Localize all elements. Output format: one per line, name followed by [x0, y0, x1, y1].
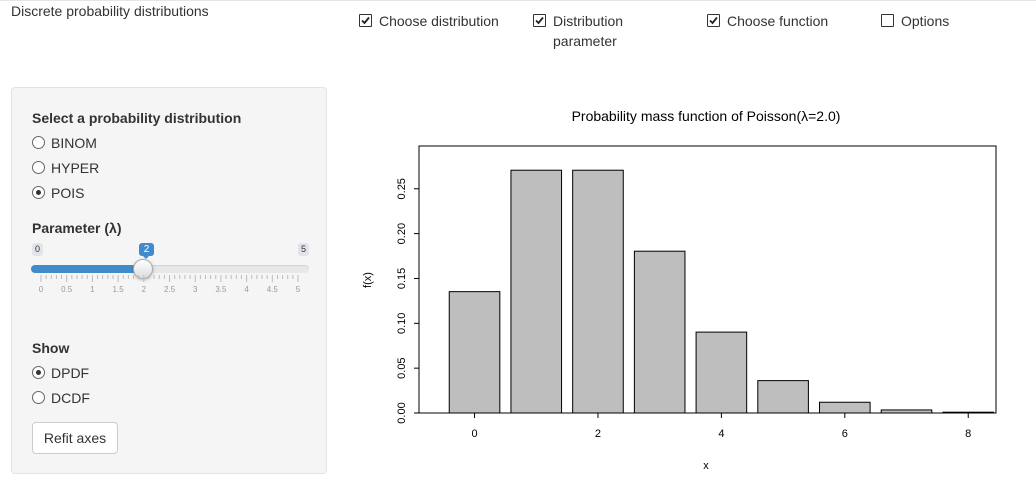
y-tick-label: 0.20 [396, 223, 408, 244]
slider-tick-label: 1 [90, 285, 95, 294]
slider-track[interactable] [31, 265, 309, 273]
checkbox-box[interactable] [359, 14, 372, 27]
x-tick-label: 6 [842, 428, 848, 440]
slider-tick-label: 4.5 [266, 285, 278, 294]
x-tick-label: 4 [718, 428, 724, 440]
slider-tick-label: 2.5 [163, 285, 176, 294]
slider-min-label: 0 [32, 243, 44, 256]
show-heading: Show [32, 340, 70, 356]
checkbox-box[interactable] [707, 14, 720, 27]
bar [448, 291, 501, 414]
checkmark-icon [535, 16, 544, 25]
slider-fill [31, 265, 137, 273]
checkbox-label: Options [901, 13, 950, 29]
slider-tick-label: 0 [38, 285, 44, 294]
radio-circle[interactable] [32, 366, 45, 379]
slider-value-label: 2 [139, 243, 154, 259]
pmf-chart: Probability mass function of Poisson(λ=2… [362, 108, 997, 472]
x-tick-label: 0 [471, 428, 477, 440]
y-axis-label: f(x) [362, 272, 374, 288]
radio-label: BINOM [51, 135, 97, 151]
top-divider [0, 0, 1036, 1]
bar [819, 401, 871, 414]
radio-dcdf[interactable]: DCDF [32, 389, 90, 407]
radio-hyper[interactable]: HYPER [32, 159, 99, 177]
y-tick-label: 0.10 [396, 313, 408, 334]
slider-tick-label: 0.5 [61, 285, 73, 294]
slider-tick-label: 2 [141, 285, 147, 294]
radio-label: DCDF [51, 390, 90, 406]
bars-group [448, 169, 995, 414]
radio-selected-dot [36, 190, 41, 195]
parameter-heading: Parameter (λ) [32, 220, 122, 236]
radio-label: POIS [51, 185, 85, 201]
distribution-parameter-checkbox[interactable]: Distribution parameter [533, 11, 623, 51]
y-tick-label: 0.25 [396, 178, 408, 199]
app-title: Discrete probability distributions [11, 3, 209, 19]
sidebar-panel: Select a probability distribution BINOM … [11, 87, 327, 474]
x-tick-label: 8 [965, 428, 971, 440]
radio-pois[interactable]: POIS [32, 184, 84, 202]
y-tick-label: 0.05 [396, 357, 408, 378]
options-checkbox[interactable]: Options [881, 11, 949, 31]
distribution-heading: Select a probability distribution [32, 110, 242, 126]
plot-frame [418, 145, 997, 414]
bar [510, 169, 563, 414]
slider-tick-label: 5 [295, 285, 301, 294]
radio-circle[interactable] [32, 391, 45, 404]
radio-label: DPDF [51, 365, 90, 381]
bar [572, 169, 624, 414]
checkmark-icon [709, 16, 718, 25]
pmf-plot: Probability mass function of Poisson(λ=2… [340, 100, 1030, 480]
slider-tick-label: 1.5 [112, 285, 124, 294]
checkbox-label: Choose distribution [379, 13, 499, 29]
slider-ticks: 0 0.5 1 1.5 2 2.5 3 3.5 4 4.5 5 [31, 275, 321, 295]
slider-tick-marks [40, 275, 299, 282]
refit-axes-button[interactable]: Refit axes [32, 422, 118, 454]
radio-circle[interactable] [32, 161, 45, 174]
axes-group: 0 2 4 6 8 0.00 0.05 0.10 0.15 0.20 0.25 [396, 178, 971, 440]
checkbox-label: Distribution [553, 13, 624, 29]
slider-handle[interactable] [133, 259, 153, 279]
bar [695, 331, 748, 414]
checkbox-label: Choose function [727, 13, 829, 29]
checkbox-box[interactable] [533, 14, 546, 27]
checkmark-icon [361, 16, 370, 25]
y-tick-label: 0.15 [396, 268, 408, 289]
radio-label: HYPER [51, 160, 100, 176]
radio-binom[interactable]: BINOM [32, 134, 97, 152]
radio-circle[interactable] [32, 136, 45, 149]
slider-max-label: 5 [298, 243, 310, 256]
x-axis-label: x [703, 460, 709, 472]
radio-selected-dot [36, 370, 41, 375]
radio-dpdf[interactable]: DPDF [32, 364, 89, 382]
x-tick-label: 2 [595, 428, 601, 440]
slider-tick-label: 3.5 [215, 285, 227, 294]
choose-distribution-checkbox[interactable]: Choose distribution [359, 11, 499, 31]
choose-function-checkbox[interactable]: Choose function [707, 11, 828, 31]
checkbox-label-line2: parameter [553, 33, 617, 49]
bar [633, 250, 686, 414]
y-tick-label: 0.00 [396, 402, 408, 423]
slider-tick-label: 4 [244, 285, 249, 294]
chart-title: Probability mass function of Poisson(λ=2… [572, 108, 841, 124]
bar [757, 380, 809, 414]
radio-circle[interactable] [32, 186, 45, 199]
slider-tick-label: 3 [192, 285, 198, 294]
checkbox-box[interactable] [881, 14, 894, 27]
